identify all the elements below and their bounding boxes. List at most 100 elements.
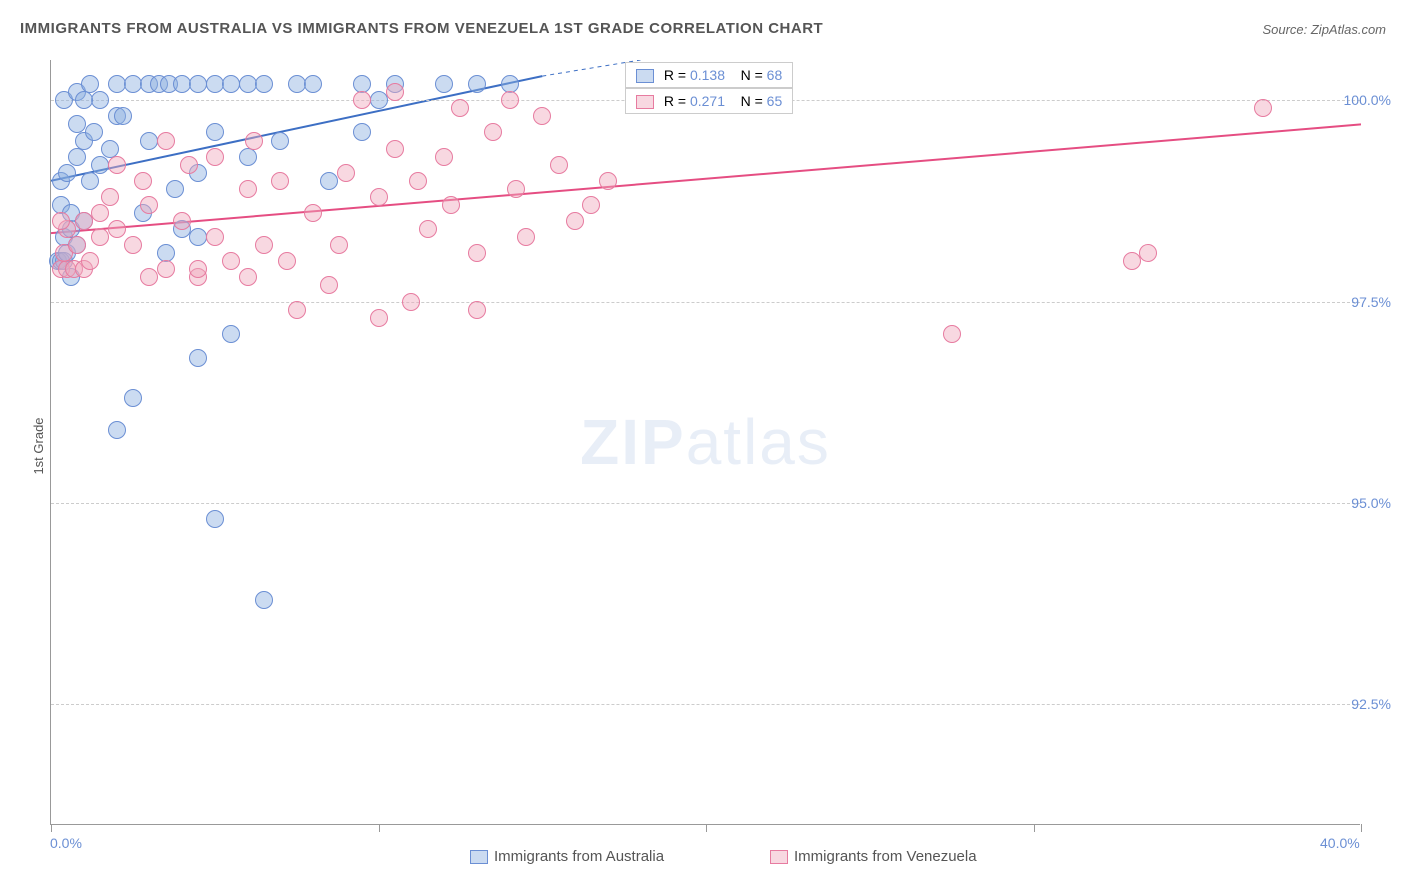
data-point: [91, 228, 109, 246]
data-point: [189, 260, 207, 278]
y-tick-label: 95.0%: [1351, 495, 1391, 511]
y-tick-label: 97.5%: [1351, 294, 1391, 310]
data-point: [239, 180, 257, 198]
data-point: [206, 510, 224, 528]
legend-swatch-pink-icon: [636, 95, 654, 109]
data-point: [189, 349, 207, 367]
gridline: [51, 704, 1360, 705]
data-point: [599, 172, 617, 190]
data-point: [409, 172, 427, 190]
data-point: [222, 75, 240, 93]
x-tick-label: 40.0%: [1320, 835, 1360, 851]
r-label: R =: [664, 67, 686, 83]
data-point: [108, 421, 126, 439]
data-point: [101, 188, 119, 206]
data-point: [157, 132, 175, 150]
data-point: [91, 204, 109, 222]
data-point: [304, 204, 322, 222]
data-point: [239, 148, 257, 166]
data-point: [255, 591, 273, 609]
data-point: [386, 83, 404, 101]
data-point: [75, 91, 93, 109]
data-point: [442, 196, 460, 214]
data-point: [507, 180, 525, 198]
data-point: [124, 236, 142, 254]
data-point: [468, 244, 486, 262]
y-axis-label: 1st Grade: [31, 417, 46, 474]
x-tick: [1034, 824, 1035, 832]
data-point: [58, 164, 76, 182]
data-point: [140, 196, 158, 214]
data-point: [501, 91, 519, 109]
gridline: [51, 302, 1360, 303]
data-point: [206, 123, 224, 141]
data-point: [353, 123, 371, 141]
data-point: [468, 301, 486, 319]
n-value: 68: [767, 67, 783, 83]
data-point: [206, 148, 224, 166]
data-point: [271, 132, 289, 150]
data-point: [134, 172, 152, 190]
data-point: [255, 236, 273, 254]
data-point: [271, 172, 289, 190]
data-point: [108, 75, 126, 93]
legend-label: Immigrants from Australia: [494, 848, 664, 865]
data-point: [68, 236, 86, 254]
data-point: [140, 268, 158, 286]
chart-title: IMMIGRANTS FROM AUSTRALIA VS IMMIGRANTS …: [20, 20, 823, 37]
n-value: 65: [767, 93, 783, 109]
legend-series-2: Immigrants from Venezuela: [770, 848, 977, 865]
data-point: [550, 156, 568, 174]
data-point: [255, 75, 273, 93]
data-point: [108, 156, 126, 174]
data-point: [75, 212, 93, 230]
r-label: R =: [664, 93, 686, 109]
x-tick: [1361, 824, 1362, 832]
data-point: [320, 276, 338, 294]
data-point: [370, 91, 388, 109]
data-point: [91, 91, 109, 109]
data-point: [85, 123, 103, 141]
data-point: [337, 164, 355, 182]
data-point: [533, 107, 551, 125]
data-point: [435, 148, 453, 166]
data-point: [370, 309, 388, 327]
x-tick: [706, 824, 707, 832]
data-point: [166, 180, 184, 198]
data-point: [353, 91, 371, 109]
data-point: [1123, 252, 1141, 270]
data-point: [124, 389, 142, 407]
data-point: [370, 188, 388, 206]
data-point: [320, 172, 338, 190]
data-point: [566, 212, 584, 230]
data-point: [239, 75, 257, 93]
data-point: [419, 220, 437, 238]
n-label: N =: [741, 93, 763, 109]
data-point: [330, 236, 348, 254]
legend-stats-row-1: R = 0.138 N = 68: [625, 62, 793, 88]
n-label: N =: [741, 67, 763, 83]
scatter-chart: ZIPatlas: [50, 60, 1360, 825]
data-point: [239, 268, 257, 286]
data-point: [386, 140, 404, 158]
data-point: [206, 228, 224, 246]
data-point: [288, 301, 306, 319]
legend-series-1: Immigrants from Australia: [470, 848, 664, 865]
x-tick: [379, 824, 380, 832]
data-point: [81, 252, 99, 270]
x-tick: [51, 824, 52, 832]
data-point: [173, 212, 191, 230]
data-point: [484, 123, 502, 141]
data-point: [68, 148, 86, 166]
watermark-text: ZIPatlas: [580, 405, 831, 479]
data-point: [1254, 99, 1272, 117]
data-point: [124, 75, 142, 93]
legend-stats-row-2: R = 0.271 N = 65: [625, 88, 793, 114]
data-point: [245, 132, 263, 150]
data-point: [140, 132, 158, 150]
data-point: [68, 115, 86, 133]
data-point: [943, 325, 961, 343]
data-point: [189, 75, 207, 93]
legend-swatch-pink-icon: [770, 850, 788, 864]
data-point: [451, 99, 469, 117]
